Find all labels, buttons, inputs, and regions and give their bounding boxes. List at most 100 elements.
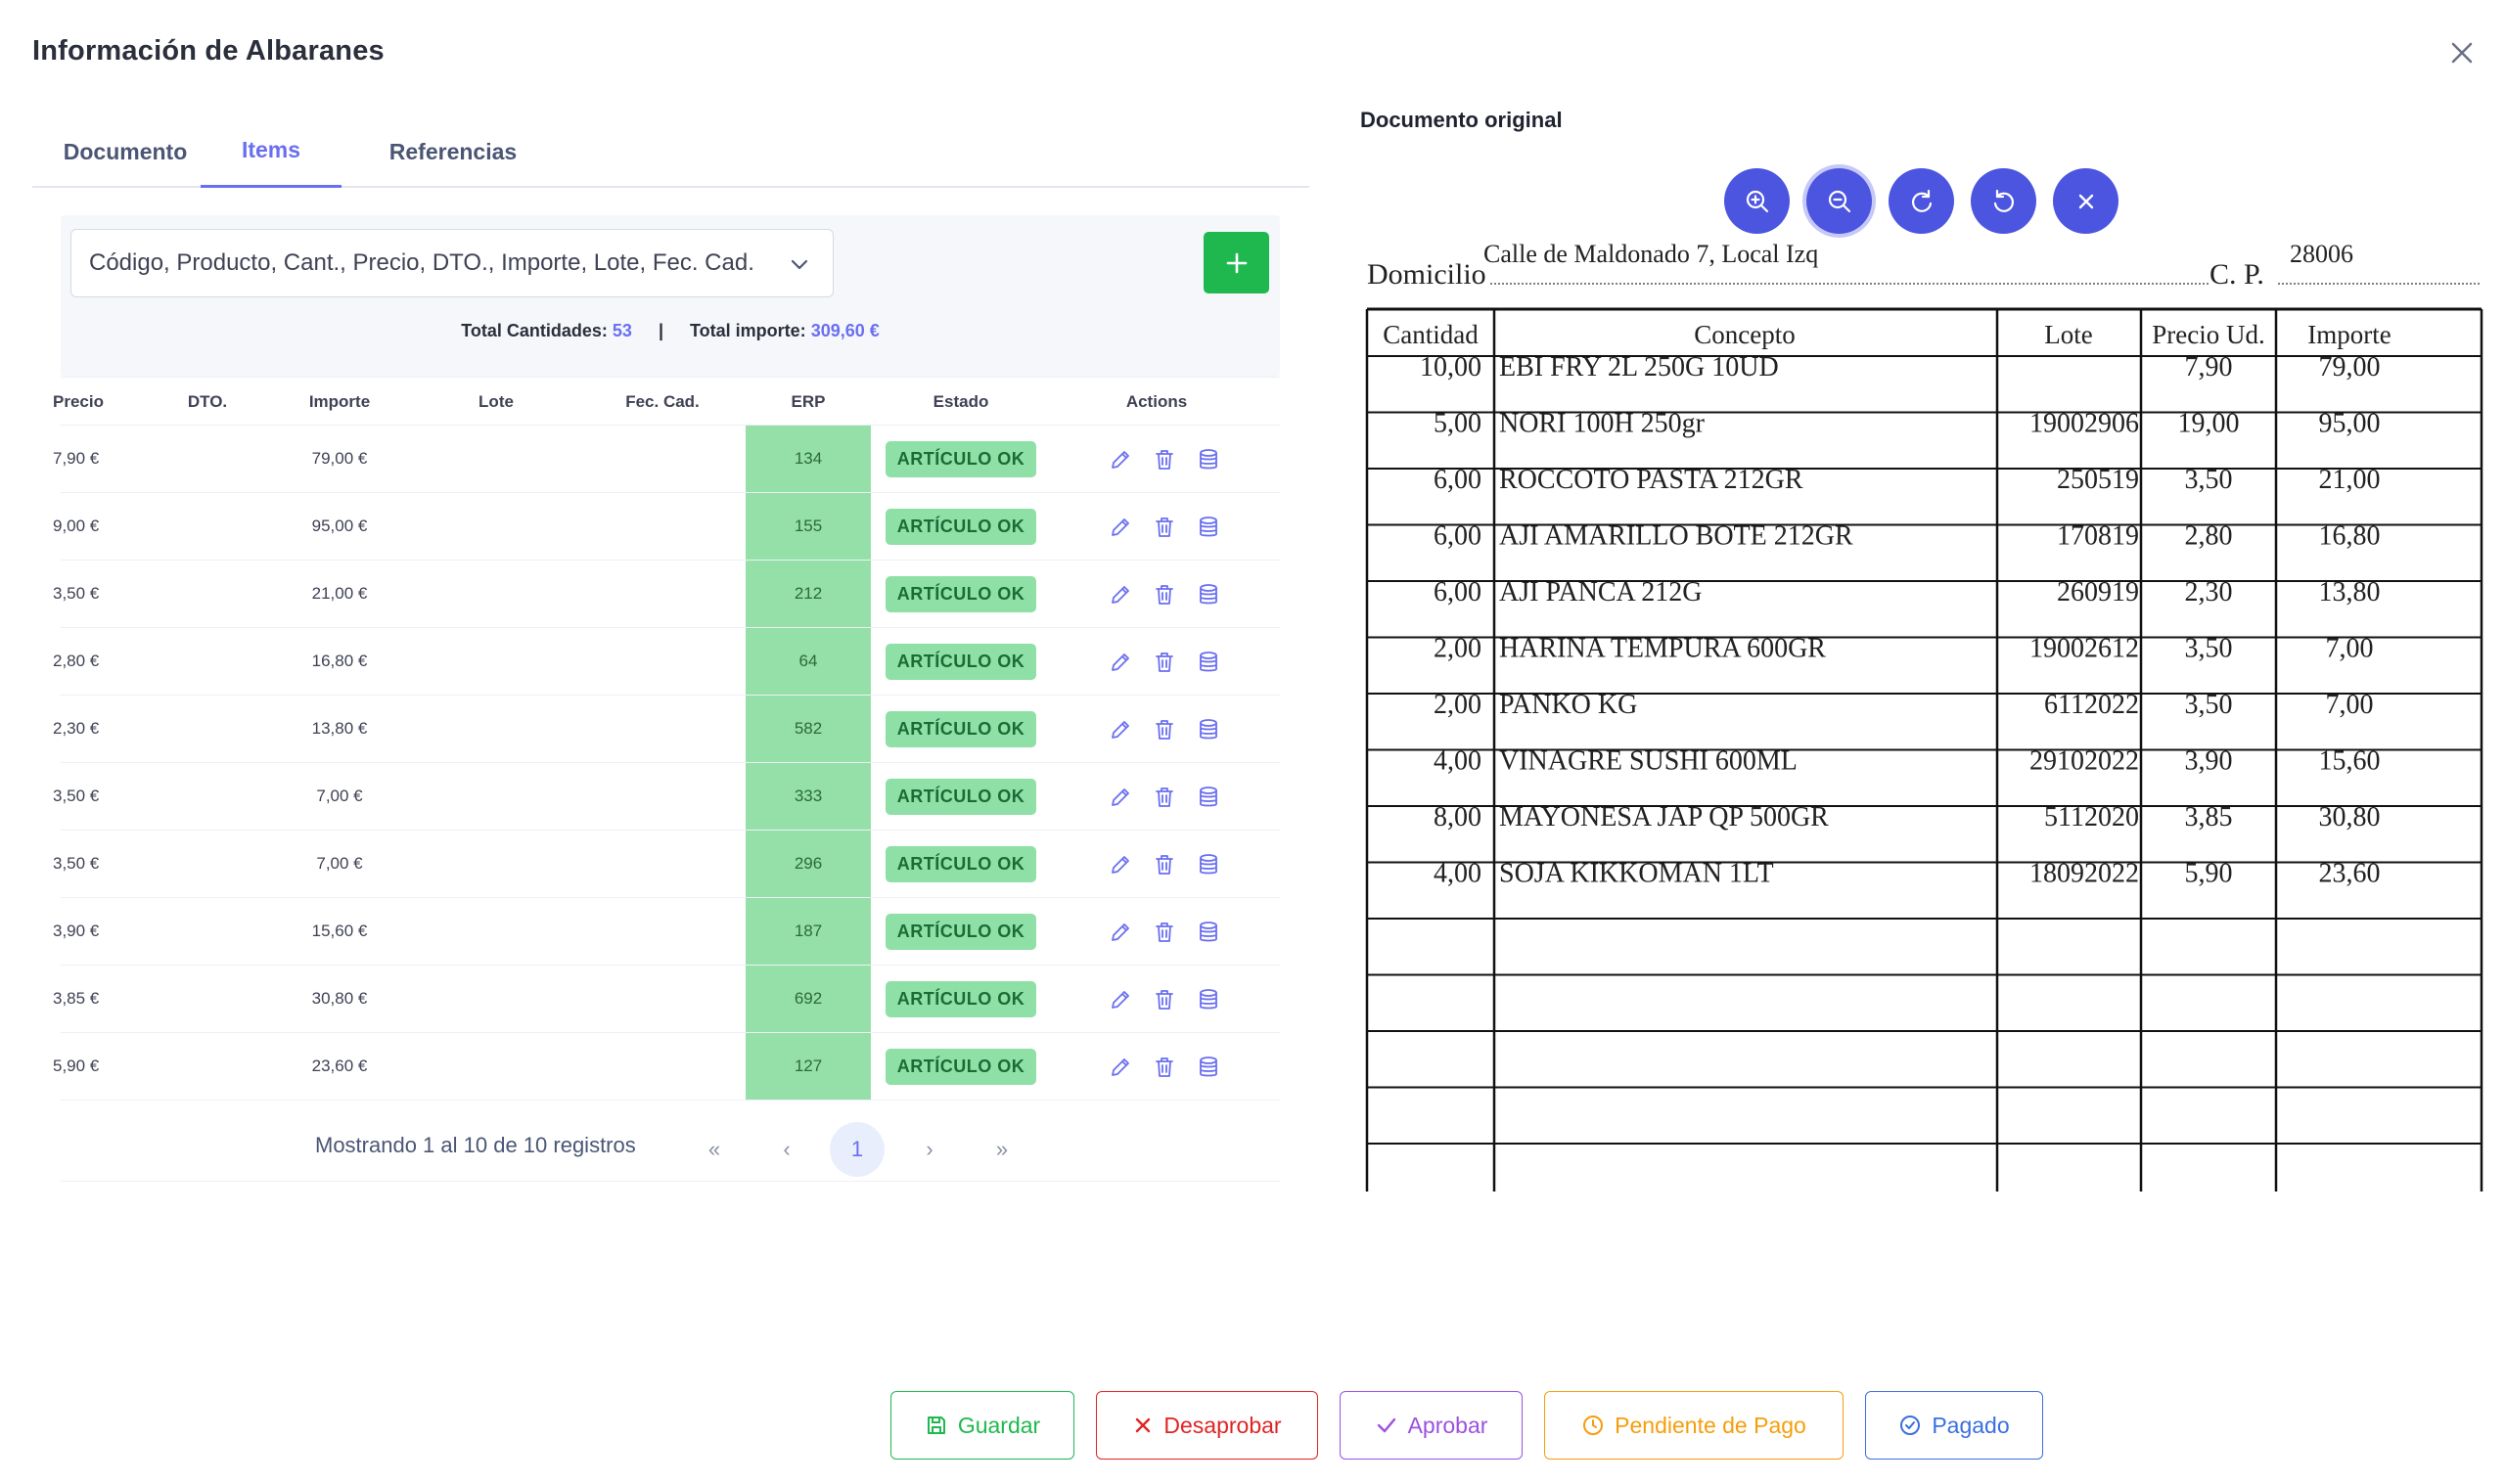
close-icon xyxy=(2078,194,2093,208)
cell-estado: ARTÍCULO OK xyxy=(883,966,1039,1032)
doc-cell: 2,00 xyxy=(1434,634,1481,664)
edit-icon[interactable] xyxy=(1108,920,1133,945)
database-icon[interactable] xyxy=(1196,717,1221,742)
doc-cell: 7,00 xyxy=(2326,690,2374,720)
tab-referencias[interactable]: Referencias xyxy=(388,138,518,164)
doc-cell: VINAGRE SUSHI 600ML xyxy=(1499,746,1798,777)
zoom-out-button[interactable] xyxy=(1806,168,1872,234)
database-icon[interactable] xyxy=(1196,447,1221,472)
edit-icon[interactable] xyxy=(1108,1055,1133,1080)
database-icon[interactable] xyxy=(1196,582,1221,607)
th-lote[interactable]: Lote xyxy=(478,392,514,411)
database-icon[interactable] xyxy=(1196,1055,1221,1080)
x-icon xyxy=(1136,1417,1151,1433)
th-fec-cad[interactable]: Fec. Cad. xyxy=(625,392,700,411)
th-importe[interactable]: Importe xyxy=(308,392,371,411)
page-1-button[interactable]: 1 xyxy=(830,1122,885,1177)
doc-cell: 13,80 xyxy=(2319,577,2381,607)
pendiente-pago-label: Pendiente de Pago xyxy=(1615,1412,1806,1438)
edit-icon[interactable] xyxy=(1108,582,1133,607)
table-row: 2,30 € 13,80 € 582 ARTÍCULO OK xyxy=(53,696,1280,763)
edit-icon[interactable] xyxy=(1108,650,1133,675)
database-icon[interactable] xyxy=(1196,920,1221,945)
cell-estado: ARTÍCULO OK xyxy=(883,696,1039,762)
status-badge: ARTÍCULO OK xyxy=(885,710,1037,747)
doc-cell: 23,60 xyxy=(2319,859,2381,889)
guardar-label: Guardar xyxy=(957,1412,1041,1438)
edit-icon[interactable] xyxy=(1108,717,1133,742)
doc-cell: 7,00 xyxy=(2326,634,2374,664)
first-page-button[interactable]: « xyxy=(707,1137,721,1161)
doc-cell: AJI AMARILLO BOTE 212GR xyxy=(1499,521,1853,552)
doc-cell: 6,00 xyxy=(1434,577,1481,607)
cell-precio: 3,50 € xyxy=(53,787,100,805)
cell-importe: 79,00 € xyxy=(311,449,368,468)
database-icon[interactable] xyxy=(1196,515,1221,540)
trash-icon[interactable] xyxy=(1152,987,1177,1012)
cell-importe: 15,60 € xyxy=(311,922,368,940)
zoom-in-button[interactable] xyxy=(1724,168,1790,234)
trash-icon[interactable] xyxy=(1152,582,1177,607)
table-row: 3,50 € 7,00 € 296 ARTÍCULO OK xyxy=(53,831,1280,898)
aprobar-button[interactable]: Aprobar xyxy=(1340,1391,1523,1460)
columns-select-value: Código, Producto, Cant., Precio, DTO., I… xyxy=(89,249,754,276)
doc-cell: 3,50 xyxy=(2185,690,2233,720)
database-icon[interactable] xyxy=(1196,785,1221,810)
trash-icon[interactable] xyxy=(1152,920,1177,945)
trash-icon[interactable] xyxy=(1152,717,1177,742)
total-importe-value: 309,60 € xyxy=(810,321,880,340)
doc-domicilio-label: Domicilio xyxy=(1367,258,1486,291)
trash-icon[interactable] xyxy=(1152,447,1177,472)
table-row: 3,50 € 21,00 € 212 ARTÍCULO OK xyxy=(53,561,1280,628)
database-icon[interactable] xyxy=(1196,987,1221,1012)
table-body: 7,90 € 79,00 € 134 ARTÍCULO OK 9,00 € 95,00 €… xyxy=(53,426,1280,1101)
pendiente-pago-button[interactable]: Pendiente de Pago xyxy=(1544,1391,1844,1460)
edit-icon[interactable] xyxy=(1108,852,1133,877)
add-item-button[interactable] xyxy=(1204,232,1269,293)
database-icon[interactable] xyxy=(1196,852,1221,877)
database-icon[interactable] xyxy=(1196,650,1221,675)
th-precio[interactable]: Precio xyxy=(53,392,104,411)
edit-icon[interactable] xyxy=(1108,447,1133,472)
edit-icon[interactable] xyxy=(1108,785,1133,810)
trash-icon[interactable] xyxy=(1152,785,1177,810)
next-page-button[interactable]: › xyxy=(926,1137,934,1161)
cell-precio: 2,80 € xyxy=(53,652,100,670)
trash-icon[interactable] xyxy=(1152,1055,1177,1080)
trash-icon[interactable] xyxy=(1152,650,1177,675)
th-dto[interactable]: DTO. xyxy=(187,392,228,411)
doc-header-lote: Lote xyxy=(2044,320,2092,349)
tab-documento[interactable]: Documento xyxy=(63,138,188,164)
trash-icon[interactable] xyxy=(1152,852,1177,877)
th-erp[interactable]: ERP xyxy=(791,392,826,411)
cell-estado: ARTÍCULO OK xyxy=(883,831,1039,897)
desaprobar-button[interactable]: Desaprobar xyxy=(1096,1391,1318,1460)
last-page-button[interactable]: » xyxy=(995,1137,1009,1161)
doc-header-precio: Precio Ud. xyxy=(2152,320,2264,349)
edit-icon[interactable] xyxy=(1108,987,1133,1012)
tab-items[interactable]: Items xyxy=(201,115,342,188)
plus-icon xyxy=(1226,252,1247,273)
table-row: 3,90 € 15,60 € 187 ARTÍCULO OK xyxy=(53,898,1280,966)
cell-precio: 2,30 € xyxy=(53,719,100,738)
doc-cell: 6,00 xyxy=(1434,465,1481,495)
save-icon xyxy=(927,1417,945,1434)
rotate-right-button[interactable] xyxy=(1889,168,1954,234)
th-estado[interactable]: Estado xyxy=(933,392,989,411)
columns-select[interactable]: Código, Producto, Cant., Precio, DTO., I… xyxy=(70,229,834,297)
doc-cell: 19002612 xyxy=(2029,634,2139,664)
rotate-left-button[interactable] xyxy=(1971,168,2036,234)
edit-icon[interactable] xyxy=(1108,515,1133,540)
status-badge: ARTÍCULO OK xyxy=(885,575,1037,612)
trash-icon[interactable] xyxy=(1152,515,1177,540)
status-badge: ARTÍCULO OK xyxy=(885,778,1037,815)
close-modal-icon[interactable] xyxy=(2446,37,2478,68)
doc-header-cantidad: Cantidad xyxy=(1383,320,1479,349)
close-viewer-button[interactable] xyxy=(2053,168,2118,234)
doc-cell: 6112022 xyxy=(2044,690,2139,720)
pagado-button[interactable]: Pagado xyxy=(1865,1391,2043,1460)
guardar-button[interactable]: Guardar xyxy=(890,1391,1074,1460)
clock-icon xyxy=(1583,1416,1604,1435)
prev-page-button[interactable]: ‹ xyxy=(783,1137,791,1161)
check-badge-icon xyxy=(1900,1416,1921,1435)
